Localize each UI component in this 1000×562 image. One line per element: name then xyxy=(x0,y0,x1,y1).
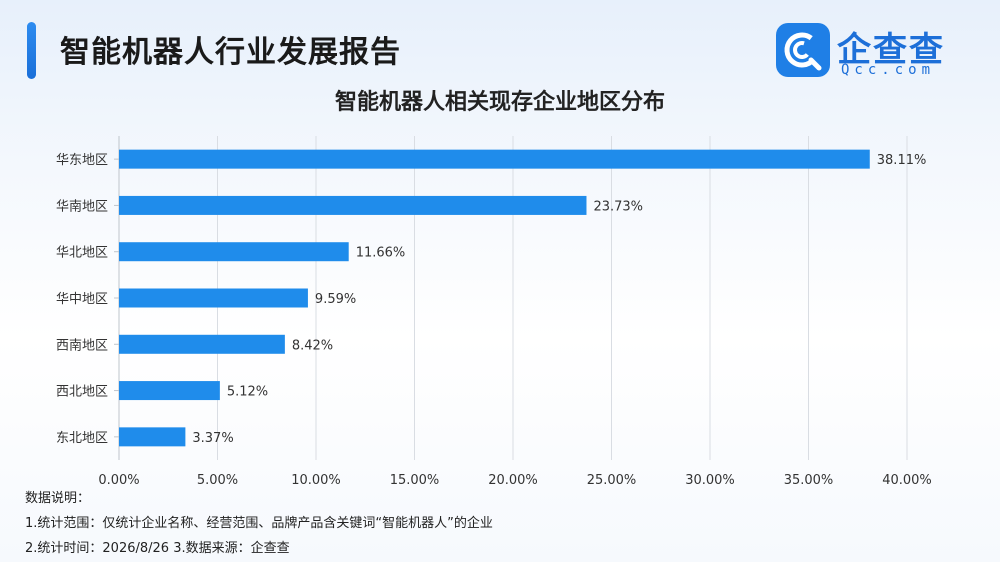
bar xyxy=(119,195,587,215)
report-title: 智能机器人行业发展报告 xyxy=(60,35,401,70)
data-label: 8.42% xyxy=(292,338,333,353)
data-label: 38.11% xyxy=(877,153,927,168)
x-tick-label: 30.00% xyxy=(685,473,735,488)
bar xyxy=(119,381,220,401)
bar xyxy=(119,242,349,262)
category-label: 华北地区 xyxy=(56,246,108,261)
qcc-logo: 企查查 Qcc.com xyxy=(775,22,975,82)
x-tick-label: 25.00% xyxy=(587,473,637,488)
bar xyxy=(119,149,870,169)
data-label: 23.73% xyxy=(593,199,643,214)
category-label: 东北地区 xyxy=(56,431,108,446)
category-label: 华东地区 xyxy=(56,153,108,168)
x-tick-label: 40.00% xyxy=(882,473,932,488)
chart-title: 智能机器人相关现存企业地区分布 xyxy=(334,90,665,115)
x-tick-label: 10.00% xyxy=(291,473,341,488)
notes-heading: 数据说明： xyxy=(25,491,91,506)
bar xyxy=(119,427,186,447)
category-label: 西北地区 xyxy=(56,385,108,400)
category-label: 华南地区 xyxy=(56,198,108,214)
x-tick-label: 15.00% xyxy=(390,473,440,488)
category-label: 西南地区 xyxy=(56,337,108,353)
x-tick-label: 5.00% xyxy=(197,473,238,488)
logo-domain: Qcc.com xyxy=(841,62,936,78)
bar xyxy=(119,334,285,354)
x-tick-label: 35.00% xyxy=(784,473,834,488)
data-label: 11.66% xyxy=(356,246,406,261)
bar-chart: 0.00% 5.00% 10.00% 15.00% 20.00% 25.00% 30.00%… xyxy=(56,136,932,488)
x-tick-label: 0.00% xyxy=(98,473,139,488)
notes-scope: 1.统计范围：仅统计企业名称、经营范围、品牌产品含关键词“智能机器人”的企业 xyxy=(25,516,493,531)
data-label: 9.59% xyxy=(315,292,356,307)
notes-time-source: 2.统计时间：2026/8/26 3.数据来源：企查查 xyxy=(25,541,290,556)
bar xyxy=(119,288,308,308)
logo-name: 企查查 xyxy=(837,30,945,70)
data-notes: 数据说明： 1.统计范围：仅统计企业名称、经营范围、品牌产品含关键词“智能机器人… xyxy=(25,486,493,561)
title-accent-bar xyxy=(27,22,36,79)
data-label: 3.37% xyxy=(192,431,233,446)
qcc-logo-icon xyxy=(776,23,830,77)
category-label: 华中地区 xyxy=(56,292,108,307)
data-label: 5.12% xyxy=(227,385,268,400)
x-tick-label: 20.00% xyxy=(488,473,538,488)
